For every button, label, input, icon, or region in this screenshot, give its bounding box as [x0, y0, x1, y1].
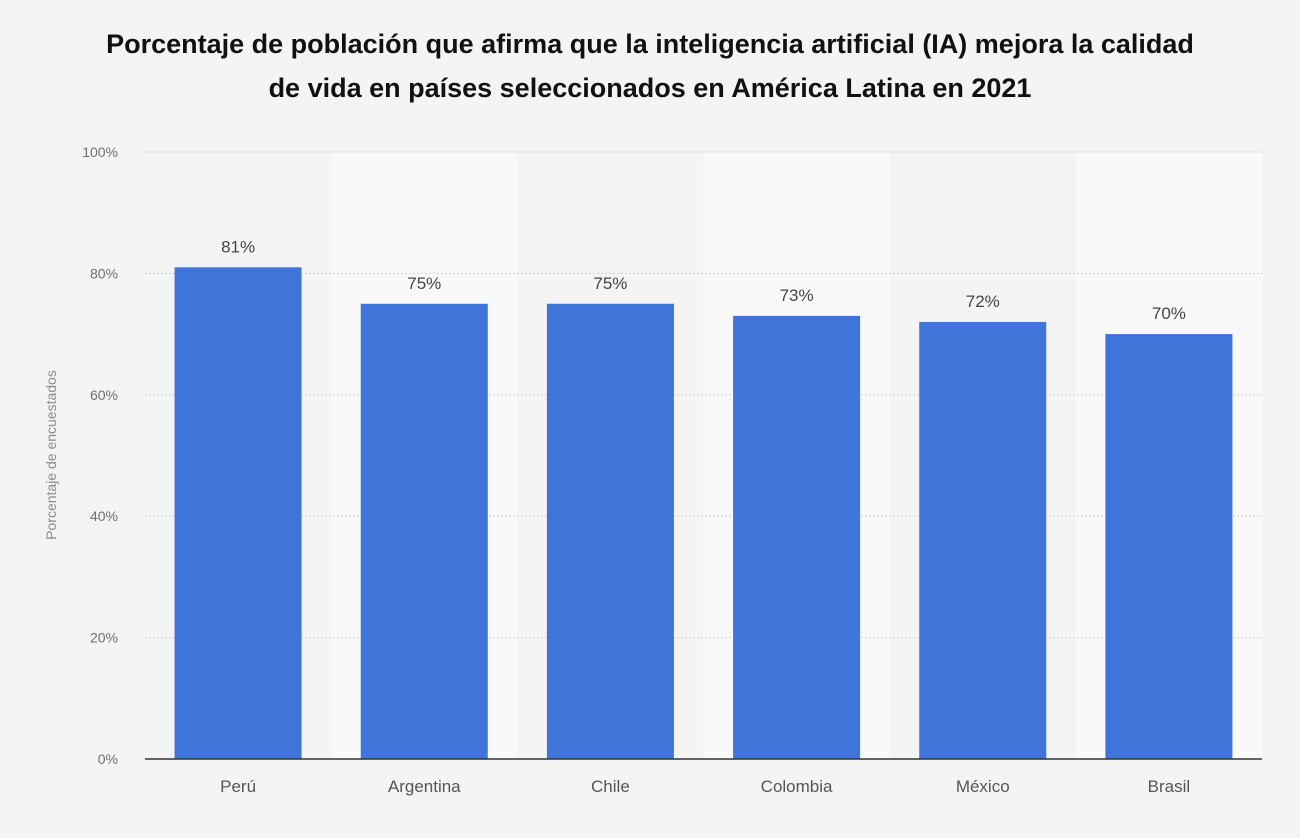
y-tick-label: 20% [90, 630, 118, 646]
x-tick-label: Chile [591, 777, 630, 796]
x-tick-label: Brasil [1148, 777, 1191, 796]
data-label: 73% [780, 286, 814, 305]
chart-title-line-1: Porcentaje de población que afirma que l… [106, 29, 1194, 59]
x-tick-label: México [956, 777, 1010, 796]
x-tick-label: Colombia [761, 777, 833, 796]
bar [360, 303, 488, 759]
data-label: 75% [407, 274, 441, 293]
data-label: 72% [966, 292, 1000, 311]
y-tick-label: 40% [90, 508, 118, 524]
data-label: 70% [1152, 304, 1186, 323]
bar [546, 303, 674, 759]
bar [733, 315, 861, 759]
chart-title: Porcentaje de población que afirma que l… [0, 22, 1300, 110]
bar [174, 267, 302, 759]
data-label: 75% [593, 274, 627, 293]
data-label: 81% [221, 237, 255, 256]
y-axis-title: Porcentaje de encuestados [43, 370, 59, 540]
y-tick-label: 60% [90, 387, 118, 403]
bar [1105, 334, 1233, 759]
x-tick-label: Perú [220, 777, 256, 796]
y-tick-label: 0% [98, 751, 118, 767]
y-tick-label: 100% [82, 144, 118, 160]
chart-title-line-2: de vida en países seleccionados en Améri… [268, 73, 1032, 103]
bar [919, 321, 1047, 759]
y-tick-label: 80% [90, 265, 118, 281]
x-tick-label: Argentina [388, 777, 461, 796]
